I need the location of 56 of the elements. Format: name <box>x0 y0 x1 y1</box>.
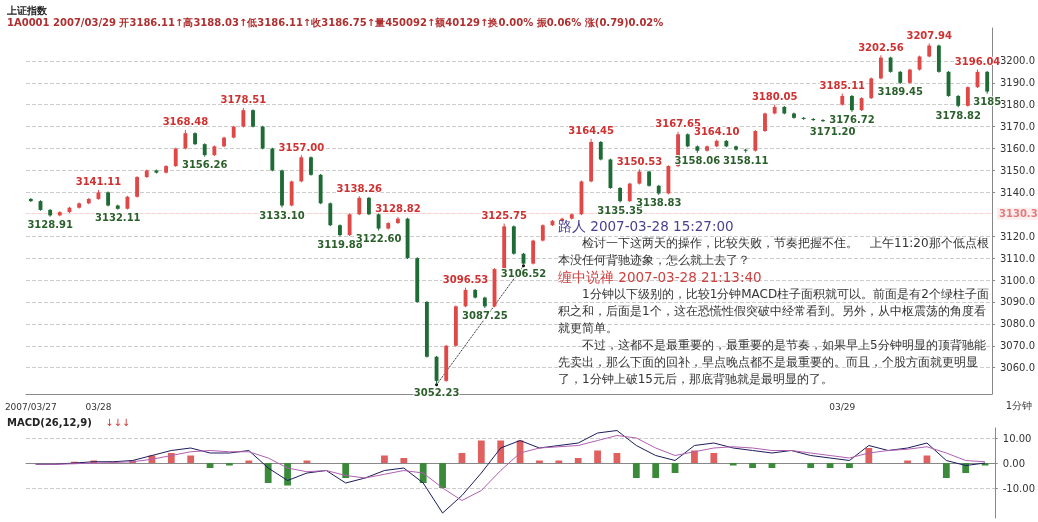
y-tick-label: 3080.0 <box>1000 318 1036 330</box>
text: 3106.52 <box>500 268 547 280</box>
chart-subtitle: 1A0001 2007/03/29 开3186.11↑高3188.03↑低3186.11↑收3186.75↑量450092↑额40129↑换0.00% 振0.06% 涨(0.79)0.02% <box>7 16 664 28</box>
y-tick-label: 3200.0 <box>1000 55 1036 67</box>
text: 3128.91 <box>27 219 73 231</box>
annotation: 检讨一下这两天的操作，比较失败，节奏把握不住。 上午11:20那个低点根本没任何背驰迹象，怎么就上去了？ <box>558 235 990 269</box>
y-tick-label: 3120.0 <box>1000 230 1036 242</box>
text: 3096.53 <box>442 274 489 286</box>
y-tick-label: 3100.0 <box>1000 274 1036 286</box>
y-tick-label: 3110.0 <box>1000 252 1036 264</box>
y-tick-label: 3150.0 <box>1000 164 1036 176</box>
text: 3132.11 <box>95 212 141 224</box>
annotation: 不过，这都不是最重要的，最重要的是节奏，如果早上5分钟明显的顶背驰能先卖出，那么下面的回补，早点晚点都不是最重要的。而且，个股方面就更明显了，1分钟上破15元后，那底背驰就是最明显的了。 <box>558 337 987 388</box>
x-tick-label: 2007/03/27 <box>4 401 57 412</box>
text: 3176.72 <box>829 114 875 126</box>
text: 3087.25 <box>462 310 508 322</box>
text: 3125.75 <box>481 210 527 222</box>
annotation: 1分钟以下级别的，比较1分钟MACD柱子面积就可以。前面是有2个绿柱子面积之和，后面是1个，这在恐慌性假突破中经常看到。另外，从中枢震荡的角度看就更简单。 <box>558 286 990 337</box>
text: 3150.53 <box>616 155 663 167</box>
text: 3171.20 <box>809 126 856 138</box>
text: 3202.56 <box>858 41 904 53</box>
text: 3133.10 <box>259 209 305 221</box>
y-tick-label: 3070.0 <box>1000 340 1036 352</box>
chart-title: MACD(26,12,9) <box>7 416 92 428</box>
ref-line-label: 3130.3 <box>999 208 1038 220</box>
y-tick-label: 0.00 <box>1002 457 1026 469</box>
y-tick-label: 3140.0 <box>1000 186 1036 198</box>
x-tick-label: 03/29 <box>829 401 856 412</box>
annotation: 缠中说禅 2007-03-28 21:13:40 <box>558 269 763 286</box>
text: 3207.94 <box>906 29 952 41</box>
x-tick-label: 03/28 <box>85 401 112 412</box>
text: 3138.26 <box>336 182 383 194</box>
text: 3185.11 <box>819 80 866 92</box>
y-tick-label: 3190.0 <box>1000 77 1036 89</box>
y-tick-label: 3090.0 <box>1000 296 1036 308</box>
y-tick-label: 3170.0 <box>1000 121 1036 133</box>
text: 3168.48 <box>162 116 209 128</box>
text: 3180.05 <box>751 91 798 103</box>
y-tick-label: -10.00 <box>1002 482 1036 494</box>
y-tick-label: 3160.0 <box>1000 143 1036 155</box>
text: 1分钟 <box>1005 399 1033 411</box>
chart-title: 上证指数 <box>6 4 48 16</box>
text: 3178.82 <box>935 109 981 121</box>
text: 3157.00 <box>278 141 325 153</box>
y-tick-label: 10.00 <box>1002 432 1032 444</box>
annotation: 路人 2007-03-28 15:27:00 <box>558 218 735 235</box>
chart-subtitle: ↓↓↓ <box>105 416 131 428</box>
text: 3189.45 <box>877 86 924 98</box>
text: 3156.26 <box>181 159 228 171</box>
y-tick-label: 3180.0 <box>1000 99 1036 111</box>
text: 3158.11 <box>722 155 769 167</box>
text: 3141.11 <box>75 176 122 188</box>
y-tick-label: 3060.0 <box>1000 362 1036 374</box>
text: 3164.45 <box>568 125 614 137</box>
text: 3128.82 <box>375 203 421 215</box>
text: 3178.51 <box>220 94 267 106</box>
